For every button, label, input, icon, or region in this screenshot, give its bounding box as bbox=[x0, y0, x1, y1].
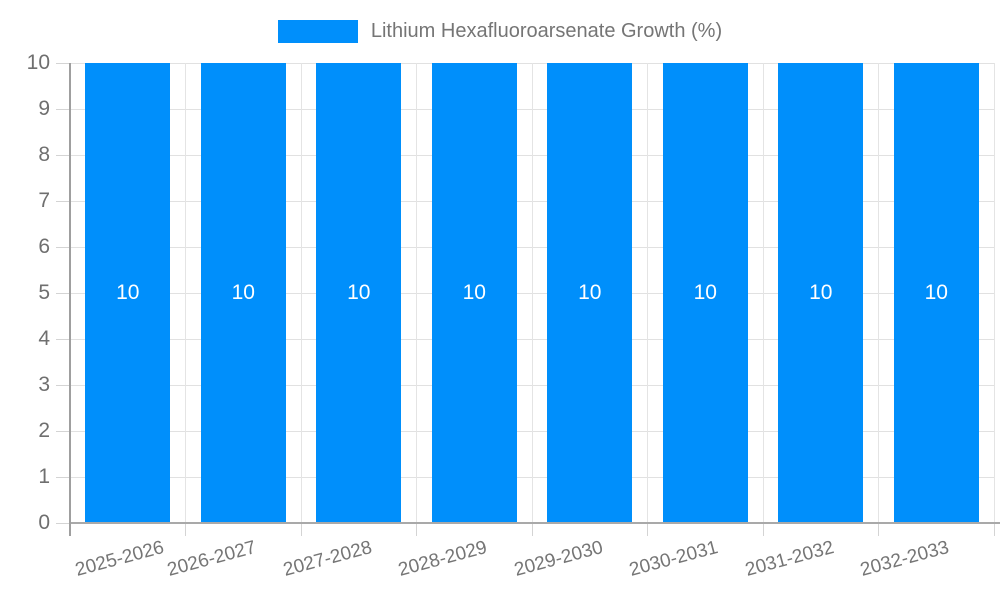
y-axis-label: 10 bbox=[26, 51, 50, 74]
y-axis-label: 0 bbox=[38, 511, 50, 534]
x-axis-tick bbox=[531, 523, 533, 536]
bar-2025-2026[interactable]: 10 bbox=[85, 63, 171, 523]
bar-2027-2028[interactable]: 10 bbox=[316, 63, 402, 523]
x-axis-tick bbox=[993, 523, 995, 536]
x-axis-tick bbox=[647, 523, 648, 536]
x-axis-label-text: 2032-2033 bbox=[858, 537, 952, 581]
gridline-vertical bbox=[185, 63, 186, 523]
gridline-vertical bbox=[300, 63, 302, 523]
y-axis-tick bbox=[56, 246, 70, 248]
gridline-vertical bbox=[878, 63, 879, 523]
x-axis-label-text: 2026-2027 bbox=[165, 537, 259, 581]
x-axis-label-text: 2025-2026 bbox=[73, 537, 167, 581]
bar-value-label: 10 bbox=[924, 281, 948, 304]
y-axis-label: 4 bbox=[38, 327, 50, 350]
bar-value-label: 10 bbox=[116, 281, 140, 304]
x-axis-label: 2028-2029 bbox=[70, 537, 489, 581]
bar-2030-2031[interactable]: 10 bbox=[662, 63, 748, 523]
bar-2031-2032[interactable]: 10 bbox=[778, 63, 864, 523]
gridline-vertical bbox=[416, 63, 417, 523]
gridline-vertical bbox=[531, 63, 533, 523]
y-axis-label: 1 bbox=[38, 465, 50, 488]
x-axis-label-text: 2027-2028 bbox=[280, 537, 375, 581]
x-axis-tick bbox=[416, 523, 417, 536]
y-axis-tick bbox=[56, 154, 70, 156]
x-axis-tick bbox=[762, 523, 764, 536]
legend-swatch-icon bbox=[277, 20, 358, 43]
y-axis-label: 3 bbox=[38, 373, 50, 396]
bar-value-label: 10 bbox=[231, 281, 255, 304]
x-axis-label: 2031-2032 bbox=[70, 537, 836, 581]
x-axis-label-text: 2028-2029 bbox=[396, 537, 490, 581]
x-axis-label: 2026-2027 bbox=[70, 537, 258, 581]
y-axis-tick bbox=[56, 522, 70, 524]
gridline-vertical bbox=[647, 63, 648, 523]
bar-2029-2030[interactable]: 10 bbox=[547, 63, 633, 523]
bar-value-label: 10 bbox=[462, 281, 486, 304]
chart-legend[interactable]: Lithium Hexafluoroarsenate Growth (%) bbox=[0, 20, 1000, 43]
bar-2028-2029[interactable]: 10 bbox=[431, 63, 517, 523]
bar-2026-2027[interactable]: 10 bbox=[200, 63, 286, 523]
y-axis-label: 2 bbox=[38, 419, 50, 442]
y-axis-line bbox=[69, 63, 71, 536]
plot-area: 0 1 2 3 4 5 6 7 8 9 10 10 10 10 10 10 10 10 10 2025-2026 202… bbox=[27, 51, 1000, 581]
gridline-vertical bbox=[762, 63, 764, 523]
y-axis-tick bbox=[56, 338, 70, 340]
y-axis-tick bbox=[56, 476, 70, 478]
y-axis-tick bbox=[56, 62, 70, 64]
y-axis-label: 8 bbox=[38, 143, 50, 166]
bar-value-label: 10 bbox=[693, 281, 717, 304]
x-axis-tick bbox=[185, 523, 186, 536]
x-axis-label-text: 2030-2031 bbox=[627, 537, 721, 581]
y-axis-label: 5 bbox=[38, 281, 50, 304]
x-axis-label-text: 2029-2030 bbox=[511, 537, 606, 581]
x-axis-label: 2025-2026 bbox=[70, 537, 166, 581]
legend-label: Lithium Hexafluoroarsenate Growth (%) bbox=[370, 20, 723, 42]
x-axis-label: 2029-2030 bbox=[70, 537, 605, 581]
y-axis-tick bbox=[56, 108, 70, 110]
y-axis-label: 6 bbox=[38, 235, 50, 258]
bar-value-label: 10 bbox=[809, 281, 833, 304]
bar-value-label: 10 bbox=[578, 281, 602, 304]
gridline-vertical bbox=[993, 63, 995, 523]
x-axis-tick bbox=[300, 523, 302, 536]
bar-value-label: 10 bbox=[347, 281, 371, 304]
x-axis-label: 2032-2033 bbox=[70, 537, 951, 581]
x-axis-label-text: 2031-2032 bbox=[742, 537, 837, 581]
x-axis-label: 2030-2031 bbox=[70, 537, 720, 581]
y-axis-tick bbox=[56, 292, 70, 294]
y-axis-tick bbox=[56, 200, 70, 202]
y-axis-tick bbox=[56, 430, 70, 432]
y-axis-label: 9 bbox=[38, 97, 50, 120]
y-axis-label: 7 bbox=[38, 189, 50, 212]
x-axis-line bbox=[70, 522, 1000, 524]
x-axis-tick bbox=[878, 523, 879, 536]
bar-2032-2033[interactable]: 10 bbox=[893, 63, 979, 523]
y-axis-tick bbox=[56, 384, 70, 386]
x-axis-label: 2027-2028 bbox=[70, 537, 374, 581]
